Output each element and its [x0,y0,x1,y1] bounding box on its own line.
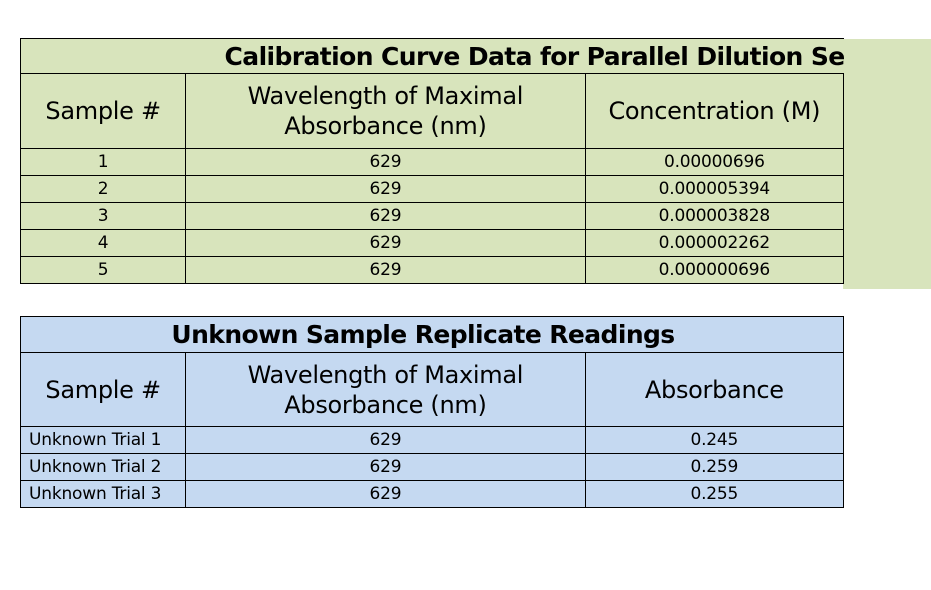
sample-cell: 4 [19,229,187,257]
table-row: 1 629 0.00000696 [19,148,845,176]
absorbance-cell: 0.259 [584,453,845,481]
concentration-cell: 0.000002262 [584,229,845,257]
concentration-cell: 0.000000696 [584,256,845,284]
wavelength-cell: 629 [185,480,586,508]
calibration-title-text: Calibration Curve Data for Parallel Dilu… [224,41,844,71]
wavelength-cell: 629 [185,426,586,454]
unknown-header-sample: Sample # [19,352,187,427]
calibration-header-wavelength: Wavelength of Maximal Absorbance (nm) [185,73,586,149]
concentration-cell: 0.00000696 [584,148,845,176]
calibration-background-extension [843,39,931,289]
concentration-cell: 0.000005394 [584,175,845,203]
wavelength-cell: 629 [185,229,586,257]
unknown-title-text: Unknown Sample Replicate Readings [171,320,675,349]
table-row: Unknown Trial 1 629 0.245 [19,426,845,454]
sample-cell: 2 [19,175,187,203]
wavelength-cell: 629 [185,175,586,203]
table-row: 3 629 0.000003828 [19,202,845,230]
unknown-readings-table: Unknown Sample Replicate Readings Sample… [19,316,845,508]
unknown-header-wavelength: Wavelength of Maximal Absorbance (nm) [185,352,586,427]
wavelength-cell: 629 [185,148,586,176]
calibration-header-sample: Sample # [19,73,187,149]
calibration-title: Calibration Curve Data for Parallel Dilu… [20,38,844,74]
concentration-cell: 0.000003828 [584,202,845,230]
sample-cell: 5 [19,256,187,284]
wavelength-cell: 629 [185,202,586,230]
calibration-header-concentration: Concentration (M) [584,73,845,149]
calibration-header-wavelength-text: Wavelength of Maximal Absorbance (nm) [247,82,524,140]
calibration-table: Calibration Curve Data for Parallel Dilu… [19,38,845,284]
wavelength-cell: 629 [185,256,586,284]
table-row: 4 629 0.000002262 [19,229,845,257]
sample-cell: Unknown Trial 1 [19,426,187,454]
absorbance-cell: 0.245 [584,426,845,454]
sample-cell: Unknown Trial 2 [19,453,187,481]
absorbance-cell: 0.255 [584,480,845,508]
table-row: 5 629 0.000000696 [19,256,845,284]
sample-cell: 1 [19,148,187,176]
table-row: Unknown Trial 3 629 0.255 [19,480,845,508]
table-row: 2 629 0.000005394 [19,175,845,203]
unknown-header-wavelength-text: Wavelength of Maximal Absorbance (nm) [247,360,524,419]
unknown-title: Unknown Sample Replicate Readings [20,316,844,353]
table-row: Unknown Trial 2 629 0.259 [19,453,845,481]
sample-cell: 3 [19,202,187,230]
wavelength-cell: 629 [185,453,586,481]
sample-cell: Unknown Trial 3 [19,480,187,508]
unknown-header-absorbance: Absorbance [584,352,845,427]
